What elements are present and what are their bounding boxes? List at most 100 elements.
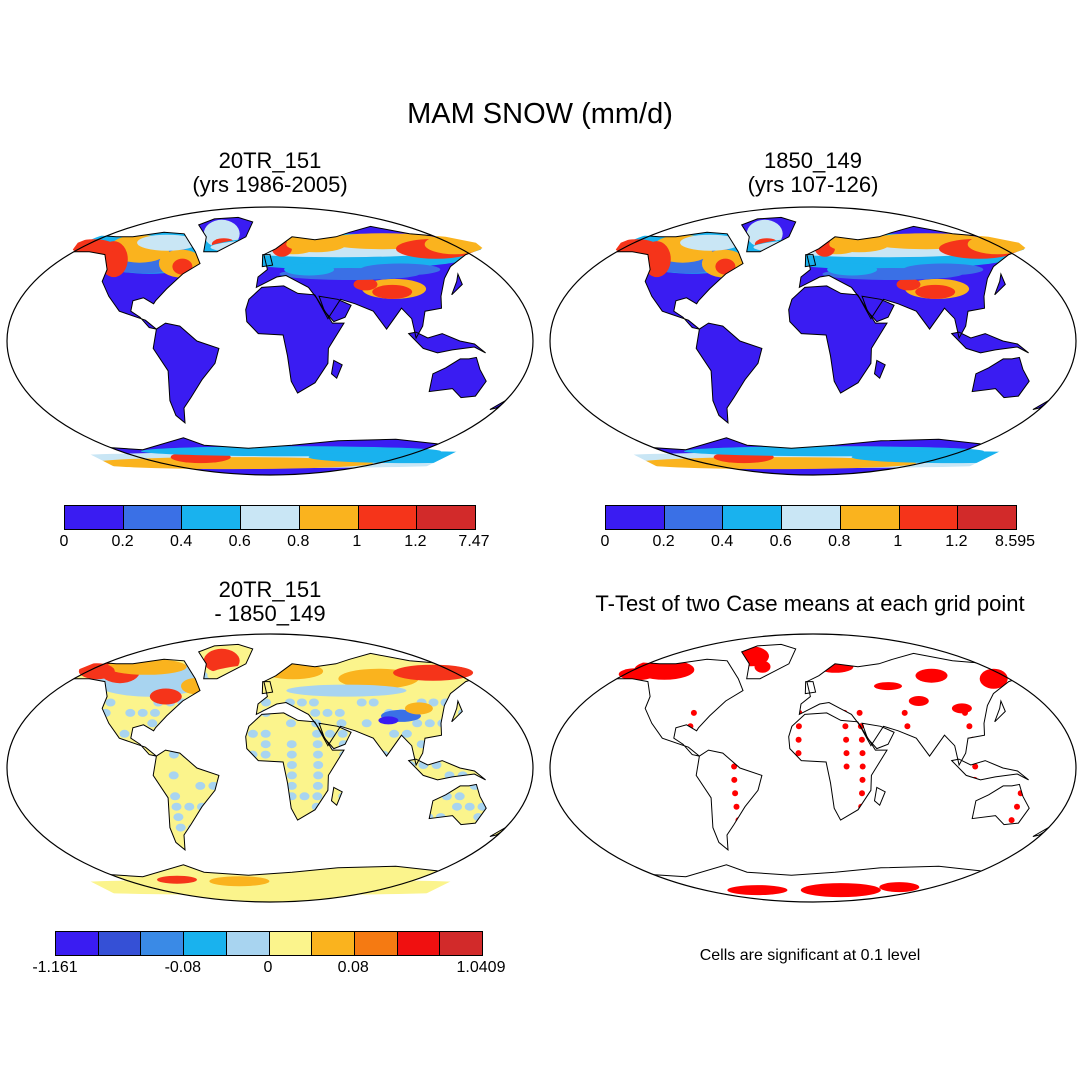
colorbar-cell [269,932,313,955]
continent-madagascar [331,787,343,806]
colorbar-tick-label: 1.0409 [456,959,506,976]
continent-arabia [319,296,352,322]
field-cell [732,790,739,797]
field-cell [349,719,360,728]
field-cell [185,813,196,822]
colorbar-tick-label: 1.2 [404,533,427,550]
coastline-arabia [318,295,352,323]
coastline-antarctica [615,864,1008,902]
field-cell [380,698,391,707]
field-cell [183,792,194,801]
coastline-greenland [197,216,254,253]
field-cell [1014,803,1020,810]
field-cell [827,263,878,276]
field-cell [284,263,335,276]
colorbar-tick-label: 0.2 [111,533,134,550]
field-cell [843,763,850,770]
map-border [6,206,534,476]
colorbar-tick-label: 7.47 [458,533,490,550]
panel-title-20tr: 20TR_151 (yrs 1986-2005) [120,149,420,197]
field-cell [117,698,128,707]
colorbar-tick-label: 0.4 [711,533,734,550]
panel-title-line2: (yrs 1986-2005) [192,172,348,197]
colorbar-tick-label: 0 [600,533,610,550]
field-cell [393,664,474,681]
field-cell [915,668,948,683]
field-cell [273,740,284,749]
field-cell [859,763,866,770]
field-cell [92,457,373,470]
colorbar-tick-label: -1.161 [32,959,78,976]
coastline-layer [613,216,1057,475]
field-cell [727,885,788,896]
field-cell [966,723,973,730]
coastline-britain [804,681,817,695]
field-cell [859,750,866,757]
colorbar-tick-label: 1 [893,533,903,550]
field-cell [312,729,323,738]
colorbar-cell [417,506,476,529]
field-cell [635,457,916,470]
continent-australia [429,357,487,398]
field-cell [299,802,309,811]
coastline-greenland [740,643,797,680]
field-cell [260,719,271,728]
field-cell [326,750,337,759]
field-cell [313,761,324,769]
field-cell [680,234,741,251]
field-cell [856,709,863,716]
field-cell [175,823,186,832]
field-cell [286,719,296,728]
colorbar-cell [664,506,724,529]
coastline-indonesia [950,331,1029,354]
field-cell [299,781,310,790]
field-cell [404,702,433,715]
coastline-northAmerica [613,658,744,757]
field-cell [286,750,297,759]
field-cell [184,802,195,811]
colorbar-cell [65,506,124,529]
map-panel-20tr [6,206,534,476]
colorbar-cell [840,506,900,529]
field-cell [618,668,655,681]
field-cell [109,719,120,728]
field-cell [181,761,192,769]
field-cell [389,729,400,738]
continent-africa [245,285,344,394]
panel-title-line1: 1850_149 [764,148,862,173]
field-cell [196,792,206,801]
coastline-layer [70,643,514,902]
field-cell [460,813,471,822]
colorbar-cell [358,506,418,529]
panel-title-line1: 20TR_151 [218,148,322,173]
map-border [549,206,1077,476]
coastline-japan [451,272,463,296]
field-cell [195,781,206,790]
colorbar-cell [899,506,959,529]
coastline-madagascar [330,359,343,380]
field-cell [951,703,972,714]
figure-title: MAM SNOW (mm/d) [407,98,673,130]
coastline-southAmerica [695,749,763,852]
colorbar-tick-label: 1 [352,533,362,550]
field-cell [356,698,367,707]
field-cell [273,750,284,759]
field-cell [308,451,509,464]
field-cell [168,761,179,769]
coastline-australia [971,356,1030,399]
field-cell [874,682,902,691]
field-cell [313,750,323,759]
colorbar-tick-label: 0 [59,533,69,550]
continent-southAmerica [153,323,219,423]
field-cell [344,698,355,707]
coastline-africa [788,285,888,394]
continent-australia [972,357,1030,398]
field-cell [843,750,850,757]
field-cell [428,698,439,707]
coastline-eurasia [255,225,485,340]
field-cell [194,771,205,780]
colorbar-tick-label: -0.08 [164,959,202,976]
field-cell [427,729,438,738]
field-cell [324,729,335,738]
field-cell [286,740,297,749]
